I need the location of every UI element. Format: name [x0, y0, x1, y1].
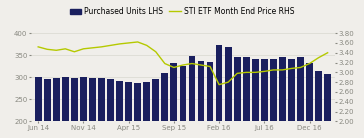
Bar	[189, 56, 195, 138]
Bar	[44, 79, 51, 138]
Bar	[80, 77, 87, 138]
Bar	[288, 59, 295, 138]
Bar	[62, 77, 69, 138]
Bar	[98, 78, 105, 138]
Bar	[279, 57, 286, 138]
Bar	[261, 59, 268, 138]
Bar	[170, 63, 177, 138]
Bar	[315, 71, 322, 138]
Bar	[153, 79, 159, 138]
Bar	[270, 59, 277, 138]
Bar	[134, 83, 141, 138]
Bar	[234, 57, 241, 138]
Bar	[116, 81, 123, 138]
Bar	[143, 82, 150, 138]
Bar	[207, 62, 213, 138]
Bar	[198, 61, 205, 138]
Bar	[107, 79, 114, 138]
Legend: Purchased Units LHS, STI ETF Month End Price RHS: Purchased Units LHS, STI ETF Month End P…	[67, 4, 297, 19]
Bar	[71, 78, 78, 138]
Bar	[216, 46, 222, 138]
Bar	[225, 47, 232, 138]
Bar	[324, 74, 331, 138]
Bar	[179, 66, 186, 138]
Bar	[89, 78, 96, 138]
Bar	[161, 73, 168, 138]
Bar	[297, 57, 304, 138]
Bar	[125, 82, 132, 138]
Bar	[243, 57, 250, 138]
Bar	[53, 78, 60, 138]
Bar	[35, 77, 41, 138]
Bar	[252, 59, 259, 138]
Bar	[306, 63, 313, 138]
